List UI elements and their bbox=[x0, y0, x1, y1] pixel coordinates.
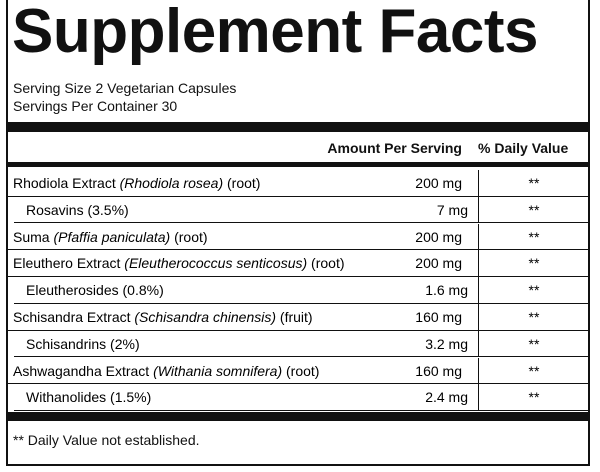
thick-rule bbox=[8, 412, 590, 421]
daily-value: ** bbox=[528, 335, 540, 352]
ingredient-name-cell: Rosavins (3.5%) bbox=[26, 202, 129, 218]
column-divider bbox=[478, 357, 479, 385]
latin-name: (Schisandra chinensis) bbox=[134, 309, 277, 325]
daily-value: ** bbox=[528, 282, 540, 299]
footnote: ** Daily Value not established. bbox=[13, 432, 200, 448]
plant-part: (fruit) bbox=[279, 309, 313, 325]
daily-value: ** bbox=[528, 201, 540, 218]
plant-part: (root) bbox=[286, 362, 320, 379]
label-frame bbox=[6, 0, 590, 466]
ingredient-row: Schisandrins (2%) 3.2 mg ** bbox=[14, 330, 590, 358]
amount: 1.6 mg bbox=[425, 282, 468, 299]
plant-part: (root) bbox=[174, 228, 208, 245]
ingredient-name-cell: Schisandra Extract (Schisandra chinensis… bbox=[13, 309, 313, 325]
ingredient-row: Suma (Pfaffia paniculata) (root) 200 mg ** bbox=[8, 223, 590, 251]
daily-value: ** bbox=[528, 389, 540, 406]
ingredient-name-cell: Eleutherosides (0.8%) bbox=[26, 282, 164, 298]
ingredient-name-cell: Eleuthero Extract (Eleutherococcus senti… bbox=[13, 255, 345, 271]
latin-name: (Eleutherococcus senticosus) bbox=[124, 255, 308, 272]
ingredient-name-cell: Rhodiola Extract (Rhodiola rosea) (root) bbox=[13, 175, 260, 191]
amount-header: Amount Per Serving bbox=[327, 140, 462, 156]
column-divider bbox=[478, 170, 479, 197]
daily-value: ** bbox=[528, 175, 540, 191]
title: Supplement Facts bbox=[12, 0, 539, 66]
latin-name: (Rhodiola rosea) bbox=[119, 175, 224, 191]
ingredient-name: Schisandra Extract bbox=[13, 309, 131, 325]
daily-value: ** bbox=[528, 362, 540, 379]
ingredient-name-cell: Ashwagandha Extract (Withania somnifera)… bbox=[13, 363, 319, 379]
thick-rule bbox=[8, 122, 590, 132]
medium-rule bbox=[8, 162, 590, 167]
column-divider bbox=[478, 277, 479, 304]
ingredient-row: Rhodiola Extract (Rhodiola rosea) (root)… bbox=[8, 170, 590, 197]
dv-header: % Daily Value bbox=[478, 140, 569, 156]
ingredient-name-cell: Schisandrins (2%) bbox=[26, 336, 140, 352]
amount: 200 mg bbox=[415, 228, 462, 245]
daily-value: ** bbox=[528, 255, 540, 272]
ingredient-name: Eleutherosides (0.8%) bbox=[26, 282, 164, 299]
amount: 200 mg bbox=[415, 175, 462, 191]
amount: 2.4 mg bbox=[425, 389, 468, 406]
daily-value: ** bbox=[528, 228, 540, 245]
column-divider bbox=[478, 196, 479, 224]
column-divider bbox=[478, 250, 479, 277]
ingredient-row: Eleutherosides (0.8%) 1.6 mg ** bbox=[14, 277, 590, 304]
ingredient-name: Rhodiola Extract bbox=[13, 175, 116, 191]
column-divider bbox=[478, 330, 479, 358]
ingredient-row: Ashwagandha Extract (Withania somnifera)… bbox=[8, 357, 590, 385]
amount: 160 mg bbox=[415, 362, 462, 379]
ingredient-row: Schisandra Extract (Schisandra chinensis… bbox=[8, 304, 590, 331]
amount: 200 mg bbox=[415, 255, 462, 272]
latin-name: (Withania somnifera) bbox=[153, 362, 283, 379]
amount: 160 mg bbox=[415, 309, 462, 325]
ingredient-row: Eleuthero Extract (Eleutherococcus senti… bbox=[8, 250, 590, 277]
ingredient-name: Ashwagandha Extract bbox=[13, 362, 150, 379]
plant-part: (root) bbox=[227, 175, 261, 191]
ingredient-name: Eleuthero Extract bbox=[13, 255, 121, 272]
column-divider bbox=[478, 223, 479, 251]
latin-name: (Pfaffia paniculata) bbox=[53, 228, 171, 245]
plant-part: (root) bbox=[311, 255, 345, 272]
amount: 7 mg bbox=[436, 201, 468, 218]
ingredient-name-cell: Withanolides (1.5%) bbox=[26, 389, 151, 405]
ingredient-name: Schisandrins (2%) bbox=[26, 335, 140, 352]
daily-value: ** bbox=[528, 309, 540, 325]
column-divider bbox=[478, 304, 479, 331]
ingredient-name: Withanolides (1.5%) bbox=[26, 389, 152, 406]
ingredient-name: Suma bbox=[13, 228, 50, 245]
servings-per-container: Servings Per Container 30 bbox=[13, 98, 178, 114]
ingredient-name-cell: Suma (Pfaffia paniculata) (root) bbox=[13, 229, 208, 245]
ingredient-row: Rosavins (3.5%) 7 mg ** bbox=[14, 196, 590, 224]
amount: 3.2 mg bbox=[425, 335, 468, 352]
ingredient-name: Rosavins (3.5%) bbox=[26, 201, 129, 218]
column-divider bbox=[478, 384, 479, 411]
ingredient-row: Withanolides (1.5%) 2.4 mg ** bbox=[14, 384, 590, 411]
serving-size: Serving Size 2 Vegetarian Capsules bbox=[13, 80, 237, 96]
